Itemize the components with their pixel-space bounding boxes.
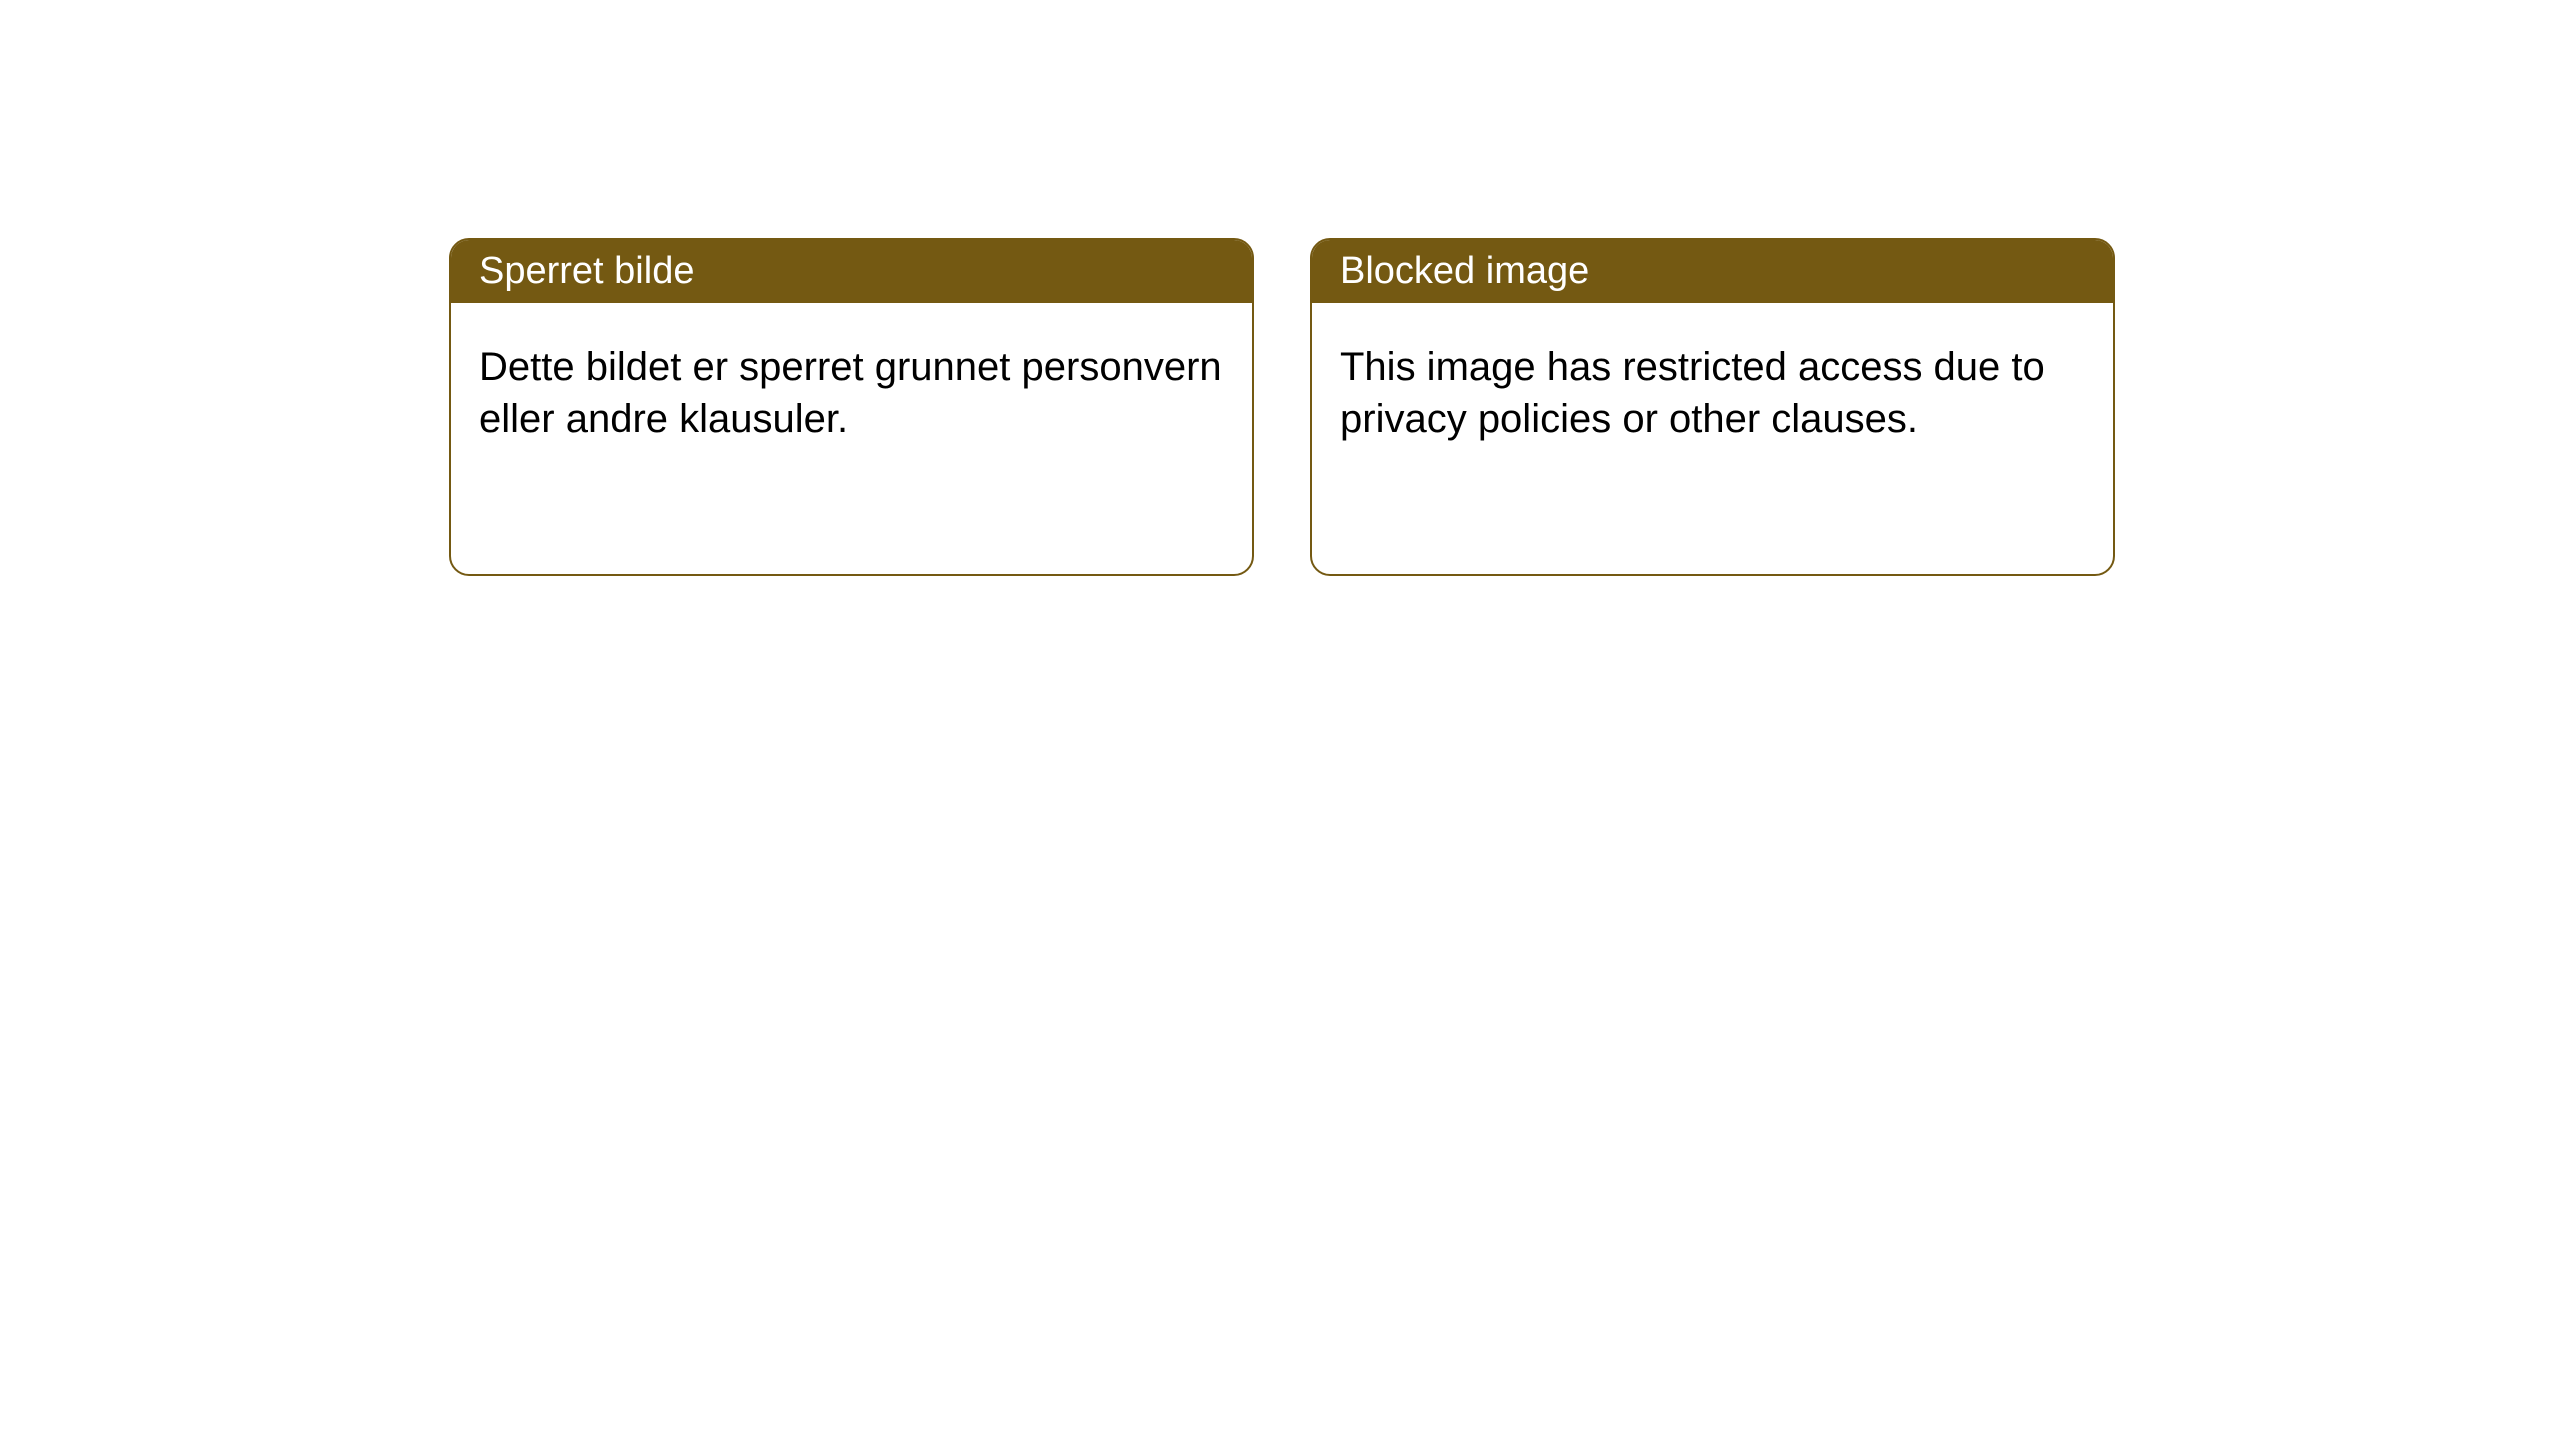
notice-card-header: Sperret bilde bbox=[451, 240, 1252, 303]
notice-title: Blocked image bbox=[1340, 250, 1589, 292]
notice-card-body: Dette bildet er sperret grunnet personve… bbox=[451, 303, 1252, 483]
notice-card-norwegian: Sperret bilde Dette bildet er sperret gr… bbox=[449, 238, 1254, 576]
notice-container: Sperret bilde Dette bildet er sperret gr… bbox=[0, 0, 2560, 576]
notice-title: Sperret bilde bbox=[479, 250, 694, 292]
notice-card-body: This image has restricted access due to … bbox=[1312, 303, 2113, 483]
notice-text: Dette bildet er sperret grunnet personve… bbox=[479, 345, 1222, 441]
notice-card-english: Blocked image This image has restricted … bbox=[1310, 238, 2115, 576]
notice-card-header: Blocked image bbox=[1312, 240, 2113, 303]
notice-text: This image has restricted access due to … bbox=[1340, 345, 2045, 441]
